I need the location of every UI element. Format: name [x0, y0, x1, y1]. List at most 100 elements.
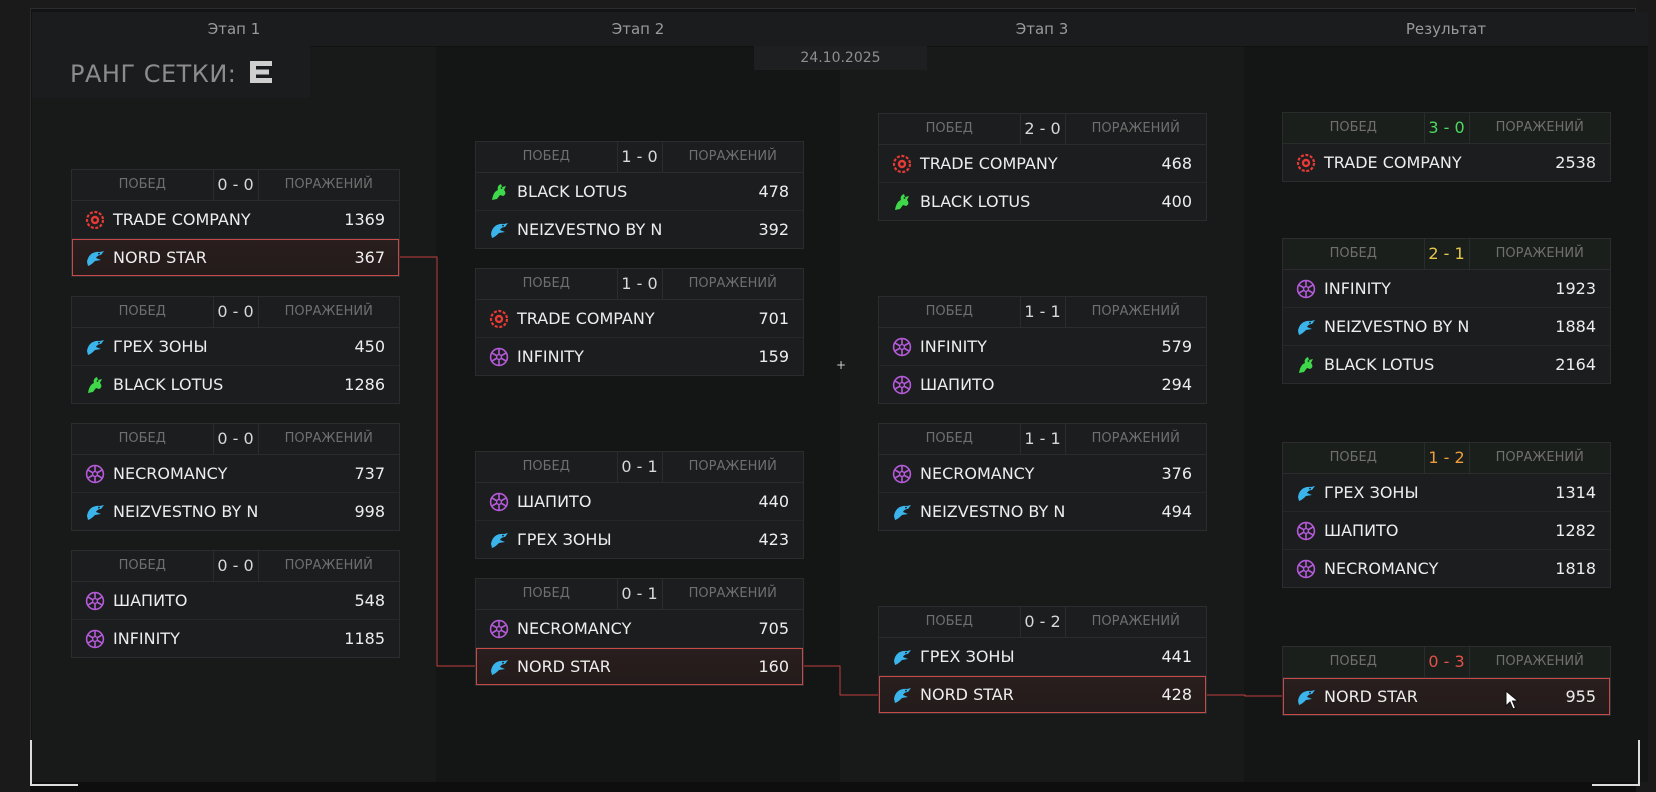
match-card-s3m4[interactable]: ПОБЕД 0 - 2 ПОРАЖЕНИЙ ГРЕХ ЗОНЫ 441 NORD STAR… [878, 606, 1207, 714]
blue-eagle-icon [491, 222, 508, 238]
match-card-s3m3[interactable]: ПОБЕД 1 - 1 ПОРАЖЕНИЙ NECROMANCY 376 NEIZVEST… [878, 423, 1207, 531]
match-card-r1[interactable]: ПОБЕД 3 - 0 ПОРАЖЕНИЙ TRADE COMPANY 2538 [1282, 112, 1611, 182]
wins-label: ПОБЕД [1329, 246, 1377, 261]
match-card-r2[interactable]: ПОБЕД 2 - 1 ПОРАЖЕНИЙ INFINITY 1923 NEIZVESTN… [1282, 238, 1611, 384]
team-row[interactable]: ГРЕХ ЗОНЫ 441 [879, 638, 1206, 676]
match-card-s3m1[interactable]: ПОБЕД 2 - 0 ПОРАЖЕНИЙ TRADE COMPANY 468 BLACK… [878, 113, 1207, 221]
purple-star-emblem-icon [489, 619, 509, 638]
team-name: BLACK LOTUS [920, 192, 1031, 211]
stage-2-header[interactable]: Этап 2 [436, 12, 840, 47]
team-points: 478 [758, 182, 789, 201]
wins-label: ПОБЕД [1329, 450, 1377, 465]
team-row[interactable]: INFINITY 1923 [1283, 270, 1610, 308]
match-card-s3m2[interactable]: ПОБЕД 1 - 1 ПОРАЖЕНИЙ INFINITY 579 ШАПИТО 294 [878, 296, 1207, 404]
team-name: TRADE COMPANY [113, 210, 251, 229]
green-dragon-icon [1299, 356, 1313, 373]
team-row[interactable]: ГРЕХ ЗОНЫ 1314 [1283, 474, 1610, 512]
match-card-r4[interactable]: ПОБЕД 0 - 3 ПОРАЖЕНИЙ NORD STAR 955 [1282, 646, 1611, 716]
team-row[interactable]: NORD STAR 955 [1283, 678, 1610, 715]
blue-eagle-icon [87, 339, 104, 355]
match-header: ПОБЕД 2 - 0 ПОРАЖЕНИЙ [879, 114, 1206, 145]
result-header[interactable]: Результат [1244, 12, 1648, 47]
corner-bracket-left [30, 740, 78, 786]
match-score: 0 - 0 [212, 170, 259, 200]
team-row[interactable]: INFINITY 159 [476, 338, 803, 375]
team-row[interactable]: INFINITY 579 [879, 328, 1206, 366]
team-row[interactable]: TRADE COMPANY 468 [879, 145, 1206, 183]
team-row[interactable]: NORD STAR 367 [72, 239, 399, 276]
match-card-s2m3[interactable]: ПОБЕД 0 - 1 ПОРАЖЕНИЙ ШАПИТО 440 ГРЕХ ЗОНЫ 423 [475, 451, 804, 559]
team-points: 1185 [344, 629, 385, 648]
team-row[interactable]: ШАПИТО 440 [476, 483, 803, 521]
team-row[interactable]: NORD STAR 160 [476, 648, 803, 685]
match-card-s1m4[interactable]: ПОБЕД 0 - 0 ПОРАЖЕНИЙ ШАПИТО 548 INFINITY 1185 [71, 550, 400, 658]
team-row[interactable]: BLACK LOTUS 478 [476, 173, 803, 211]
team-name: TRADE COMPANY [517, 309, 655, 328]
team-row[interactable]: TRADE COMPANY 1369 [72, 201, 399, 239]
purple-star-emblem-icon [1296, 559, 1316, 578]
purple-star-emblem-icon [892, 375, 912, 394]
team-row[interactable]: NECROMANCY 705 [476, 610, 803, 648]
team-row[interactable]: BLACK LOTUS 400 [879, 183, 1206, 220]
bottom-strip [30, 782, 1636, 792]
match-score: 3 - 0 [1423, 113, 1470, 143]
team-row[interactable]: ГРЕХ ЗОНЫ 423 [476, 521, 803, 558]
team-row[interactable]: NEIZVESTNO BY N 998 [72, 493, 399, 530]
team-points: 955 [1565, 687, 1596, 706]
team-row[interactable]: INFINITY 1185 [72, 620, 399, 657]
team-row[interactable]: TRADE COMPANY 2538 [1283, 144, 1610, 181]
match-card-s1m2[interactable]: ПОБЕД 0 - 0 ПОРАЖЕНИЙ ГРЕХ ЗОНЫ 450 BLACK LOT… [71, 296, 400, 404]
team-points: 705 [758, 619, 789, 638]
blue-eagle-icon [87, 250, 104, 266]
team-row[interactable]: NECROMANCY 376 [879, 455, 1206, 493]
wins-label: ПОБЕД [1329, 654, 1377, 669]
team-points: 367 [354, 248, 385, 267]
team-name: NEIZVESTNO BY N [920, 502, 1066, 521]
team-points: 494 [1161, 502, 1192, 521]
team-row[interactable]: NEIZVESTNO BY N 392 [476, 211, 803, 248]
losses-label: ПОРАЖЕНИЙ [1091, 121, 1180, 136]
match-header: ПОБЕД 0 - 1 ПОРАЖЕНИЙ [476, 452, 803, 483]
match-score: 1 - 0 [616, 269, 663, 299]
match-card-s2m2[interactable]: ПОБЕД 1 - 0 ПОРАЖЕНИЙ TRADE COMPANY 701 INFIN… [475, 268, 804, 376]
stage-3-header[interactable]: Этап 3 [840, 12, 1244, 47]
mouse-cursor-icon [1505, 690, 1519, 710]
match-card-s2m1[interactable]: ПОБЕД 1 - 0 ПОРАЖЕНИЙ BLACK LOTUS 478 NEIZVES… [475, 141, 804, 249]
red-gear-emblem-icon [1296, 153, 1316, 172]
team-points: 998 [354, 502, 385, 521]
match-card-s1m3[interactable]: ПОБЕД 0 - 0 ПОРАЖЕНИЙ NECROMANCY 737 NEIZVEST… [71, 423, 400, 531]
match-score: 0 - 0 [212, 551, 259, 581]
wins-label: ПОБЕД [118, 304, 166, 319]
team-name: INFINITY [517, 347, 584, 366]
losses-label: ПОРАЖЕНИЙ [688, 149, 777, 164]
team-points: 450 [354, 337, 385, 356]
stage-1-header[interactable]: Этап 1 [32, 12, 436, 47]
team-name: ГРЕХ ЗОНЫ [517, 530, 612, 549]
losses-label: ПОРАЖЕНИЙ [1495, 654, 1584, 669]
team-row[interactable]: ШАПИТО 1282 [1283, 512, 1610, 550]
team-name: TRADE COMPANY [920, 154, 1058, 173]
match-card-s1m1[interactable]: ПОБЕД 0 - 0 ПОРАЖЕНИЙ TRADE COMPANY 1369 NORD… [71, 169, 400, 277]
team-name: ГРЕХ ЗОНЫ [113, 337, 208, 356]
team-row[interactable]: ГРЕХ ЗОНЫ 450 [72, 328, 399, 366]
team-row[interactable]: ШАПИТО 294 [879, 366, 1206, 403]
team-row[interactable]: NECROMANCY 737 [72, 455, 399, 493]
losses-label: ПОРАЖЕНИЙ [688, 459, 777, 474]
match-header: ПОБЕД 0 - 3 ПОРАЖЕНИЙ [1283, 647, 1610, 678]
team-row[interactable]: NECROMANCY 1818 [1283, 550, 1610, 587]
team-row[interactable]: NEIZVESTNO BY N 494 [879, 493, 1206, 530]
team-row[interactable]: ШАПИТО 548 [72, 582, 399, 620]
wins-label: ПОБЕД [118, 177, 166, 192]
match-score: 0 - 2 [1019, 607, 1066, 637]
team-row[interactable]: TRADE COMPANY 701 [476, 300, 803, 338]
match-card-s2m4[interactable]: ПОБЕД 0 - 1 ПОРАЖЕНИЙ NECROMANCY 705 NORD STA… [475, 578, 804, 686]
team-row[interactable]: NEIZVESTNO BY N 1884 [1283, 308, 1610, 346]
team-points: 392 [758, 220, 789, 239]
team-name: BLACK LOTUS [1324, 355, 1435, 374]
team-row[interactable]: BLACK LOTUS 1286 [72, 366, 399, 403]
team-name: NEIZVESTNO BY N [113, 502, 259, 521]
team-row[interactable]: BLACK LOTUS 2164 [1283, 346, 1610, 383]
match-card-r3[interactable]: ПОБЕД 1 - 2 ПОРАЖЕНИЙ ГРЕХ ЗОНЫ 1314 ШАПИТО 12… [1282, 442, 1611, 588]
team-row[interactable]: NORD STAR 428 [879, 676, 1206, 713]
team-name: NECROMANCY [1324, 559, 1439, 578]
